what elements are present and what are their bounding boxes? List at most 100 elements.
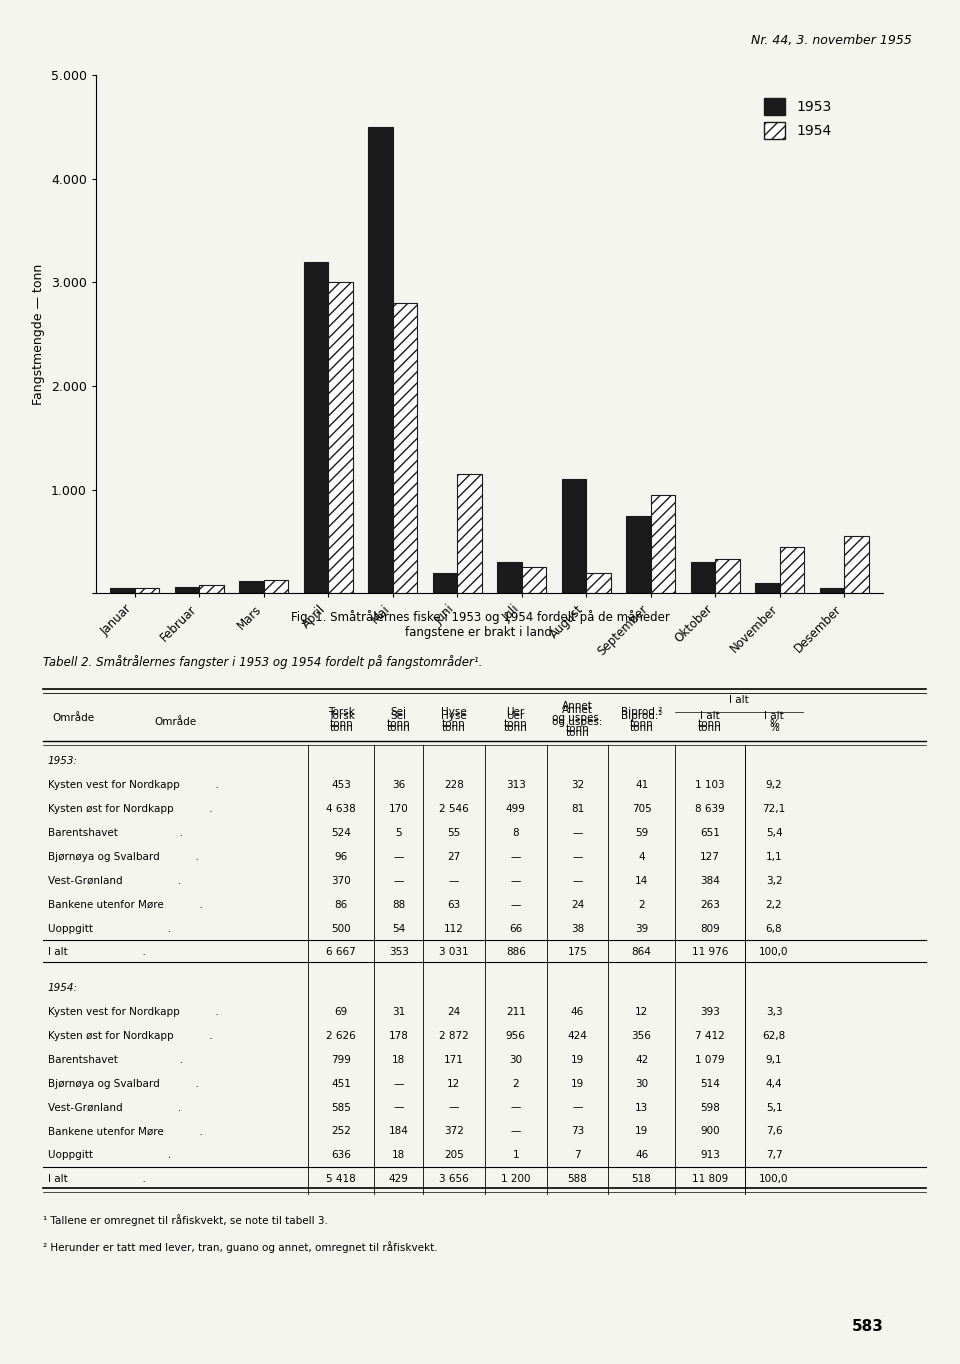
- Text: 62,8: 62,8: [762, 1031, 785, 1041]
- Text: 7,6: 7,6: [766, 1127, 782, 1136]
- Text: 424: 424: [567, 1031, 588, 1041]
- Text: 4 638: 4 638: [326, 805, 356, 814]
- Text: 956: 956: [506, 1031, 526, 1041]
- Text: 2 626: 2 626: [326, 1031, 356, 1041]
- Text: 27: 27: [447, 852, 461, 862]
- Text: 112: 112: [444, 923, 464, 933]
- Text: 46: 46: [571, 1007, 585, 1018]
- Text: Vest-Grønland                 .: Vest-Grønland .: [48, 876, 181, 885]
- Text: —: —: [394, 1079, 404, 1088]
- Bar: [691, 562, 715, 593]
- Text: 2: 2: [638, 900, 645, 910]
- Text: 175: 175: [567, 948, 588, 958]
- Text: —: —: [511, 1102, 521, 1113]
- Text: 1954:: 1954:: [48, 983, 78, 993]
- Text: 31: 31: [392, 1007, 405, 1018]
- Text: 18: 18: [392, 1150, 405, 1161]
- Text: 313: 313: [506, 780, 526, 790]
- Bar: [303, 262, 328, 593]
- Text: 8 639: 8 639: [695, 805, 725, 814]
- Text: 19: 19: [571, 1079, 585, 1088]
- Text: 7,7: 7,7: [766, 1150, 782, 1161]
- Bar: [497, 562, 522, 593]
- Bar: [134, 588, 159, 593]
- Text: 7 412: 7 412: [695, 1031, 725, 1041]
- Bar: [562, 479, 587, 593]
- Bar: [457, 475, 482, 593]
- Text: Bjørnøya og Svalbard           .: Bjørnøya og Svalbard .: [48, 1079, 199, 1088]
- Text: 178: 178: [389, 1031, 409, 1041]
- Text: 36: 36: [392, 780, 405, 790]
- Text: 8: 8: [513, 828, 519, 837]
- Text: 100,0: 100,0: [759, 948, 789, 958]
- Text: 24: 24: [571, 900, 585, 910]
- Text: Biprod.²
tonn: Biprod.² tonn: [621, 711, 662, 732]
- Bar: [393, 303, 418, 593]
- Text: Biprod.²
tonn: Biprod.² tonn: [621, 707, 662, 728]
- Text: 799: 799: [331, 1054, 351, 1065]
- Text: 19: 19: [635, 1127, 648, 1136]
- Text: 5 418: 5 418: [326, 1174, 356, 1184]
- Text: 636: 636: [331, 1150, 351, 1161]
- Text: 864: 864: [632, 948, 652, 958]
- Text: 384: 384: [700, 876, 720, 885]
- Text: 11 976: 11 976: [692, 948, 729, 958]
- Text: Område: Område: [155, 717, 197, 727]
- Text: 1: 1: [513, 1150, 519, 1161]
- Bar: [110, 588, 134, 593]
- Bar: [522, 567, 546, 593]
- Text: 913: 913: [700, 1150, 720, 1161]
- Text: 9,1: 9,1: [766, 1054, 782, 1065]
- Bar: [820, 588, 845, 593]
- Text: 886: 886: [506, 948, 526, 958]
- Text: Kysten vest for Nordkapp           .: Kysten vest for Nordkapp .: [48, 780, 219, 790]
- Text: 499: 499: [506, 805, 526, 814]
- Text: 356: 356: [632, 1031, 652, 1041]
- Text: 100,0: 100,0: [759, 1174, 789, 1184]
- Text: Sei
tonn: Sei tonn: [387, 711, 411, 732]
- Text: Tabell 2. Småtrålernes fangster i 1953 og 1954 fordelt på fangstområder¹.: Tabell 2. Småtrålernes fangster i 1953 o…: [43, 655, 483, 668]
- Text: Uoppgitt                       .: Uoppgitt .: [48, 923, 171, 933]
- Text: 72,1: 72,1: [762, 805, 785, 814]
- Text: 514: 514: [700, 1079, 720, 1088]
- Text: Hyse
tonn: Hyse tonn: [441, 711, 467, 732]
- Bar: [587, 573, 611, 593]
- Text: 5,1: 5,1: [766, 1102, 782, 1113]
- Text: 353: 353: [389, 948, 409, 958]
- Text: 38: 38: [571, 923, 585, 933]
- Text: 1,1: 1,1: [766, 852, 782, 862]
- Text: 451: 451: [331, 1079, 351, 1088]
- Text: —: —: [511, 876, 521, 885]
- Text: 30: 30: [509, 1054, 522, 1065]
- Text: 73: 73: [571, 1127, 585, 1136]
- Text: 88: 88: [392, 900, 405, 910]
- Text: —: —: [572, 828, 583, 837]
- Text: 429: 429: [389, 1174, 409, 1184]
- Text: 518: 518: [632, 1174, 652, 1184]
- Text: 651: 651: [700, 828, 720, 837]
- Text: Annet
og uspes.
tonn: Annet og uspes. tonn: [552, 705, 603, 738]
- Text: —: —: [511, 900, 521, 910]
- Text: 6 667: 6 667: [326, 948, 356, 958]
- Text: 96: 96: [335, 852, 348, 862]
- Text: 39: 39: [635, 923, 648, 933]
- Text: Hyse
tonn: Hyse tonn: [441, 707, 467, 728]
- Text: 11 809: 11 809: [692, 1174, 728, 1184]
- Text: Torsk
tonn: Torsk tonn: [328, 711, 354, 732]
- Text: 2,2: 2,2: [766, 900, 782, 910]
- Text: 66: 66: [509, 923, 522, 933]
- Text: 18: 18: [392, 1054, 405, 1065]
- Text: 1 103: 1 103: [695, 780, 725, 790]
- Text: 54: 54: [392, 923, 405, 933]
- Text: —: —: [448, 1102, 459, 1113]
- Text: Barentshavet                   .: Barentshavet .: [48, 1054, 183, 1065]
- Text: 252: 252: [331, 1127, 351, 1136]
- Text: Kysten øst for Nordkapp           .: Kysten øst for Nordkapp .: [48, 805, 213, 814]
- Legend: 1953, 1954: 1953, 1954: [758, 93, 837, 145]
- Text: —: —: [394, 876, 404, 885]
- Text: —: —: [572, 876, 583, 885]
- Bar: [756, 582, 780, 593]
- Text: 370: 370: [331, 876, 351, 885]
- Bar: [239, 581, 264, 593]
- Text: 4,4: 4,4: [766, 1079, 782, 1088]
